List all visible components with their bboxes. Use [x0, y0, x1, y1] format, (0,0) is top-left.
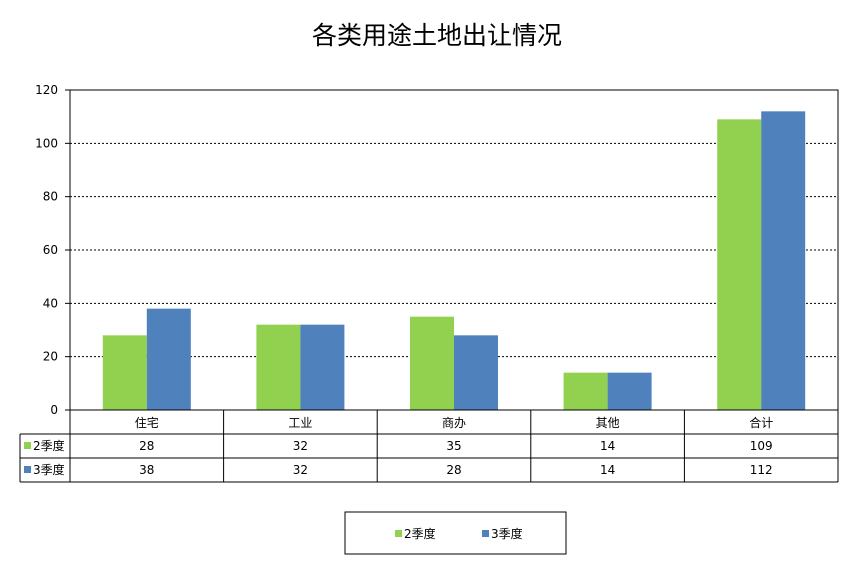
bar-2	[607, 372, 652, 410]
data-label: 14	[600, 463, 615, 477]
legend-box	[344, 511, 567, 555]
category-label: 住宅	[135, 415, 159, 430]
table-legend-key	[24, 442, 31, 449]
data-label: 35	[446, 439, 461, 453]
data-label: 112	[750, 463, 773, 477]
data-table: 住宅 工业 商办 其他 合计 2季度 28 32 35 14 109 3季度 38 32 28 14 112	[19, 409, 839, 483]
legend-label: 2季度	[404, 526, 436, 541]
legend-key	[482, 530, 489, 537]
data-label: 38	[139, 463, 154, 477]
legend-label: 3季度	[491, 526, 523, 541]
category-label: 商办	[442, 415, 466, 430]
y-tick-label: 100	[35, 136, 58, 150]
series-label: 3季度	[33, 462, 65, 477]
y-tick-label: 120	[35, 83, 58, 97]
bar-2	[146, 308, 191, 410]
category-label: 合计	[749, 415, 773, 430]
bar-1	[256, 324, 301, 410]
bar-1	[410, 316, 454, 410]
data-label: 14	[600, 439, 615, 453]
bar-1	[563, 372, 608, 410]
chart-title: 各类用途土地出让情况	[312, 21, 562, 50]
y-tick-label: 0	[50, 403, 58, 417]
y-tick-label: 80	[43, 190, 58, 204]
plot-area: 0 20 40 60 80 100 120	[35, 83, 839, 417]
series-label: 2季度	[33, 438, 65, 453]
category-label: 其他	[596, 416, 620, 430]
data-label: 28	[446, 463, 461, 477]
y-tick-label: 40	[43, 296, 58, 310]
data-label: 28	[139, 439, 154, 453]
data-label: 109	[750, 439, 773, 453]
y-tick-label: 20	[43, 350, 58, 364]
legend: 2季度 3季度	[344, 511, 567, 555]
bar-1	[717, 119, 762, 410]
legend-key	[395, 530, 402, 537]
bar-2	[300, 324, 345, 410]
data-label: 32	[293, 439, 308, 453]
bar-2	[761, 111, 806, 410]
bar-2	[454, 335, 498, 410]
y-tick-label: 60	[43, 243, 58, 257]
data-label: 32	[293, 463, 308, 477]
table-legend-key	[24, 466, 31, 473]
bar-1	[102, 335, 147, 410]
category-label: 工业	[288, 416, 312, 430]
